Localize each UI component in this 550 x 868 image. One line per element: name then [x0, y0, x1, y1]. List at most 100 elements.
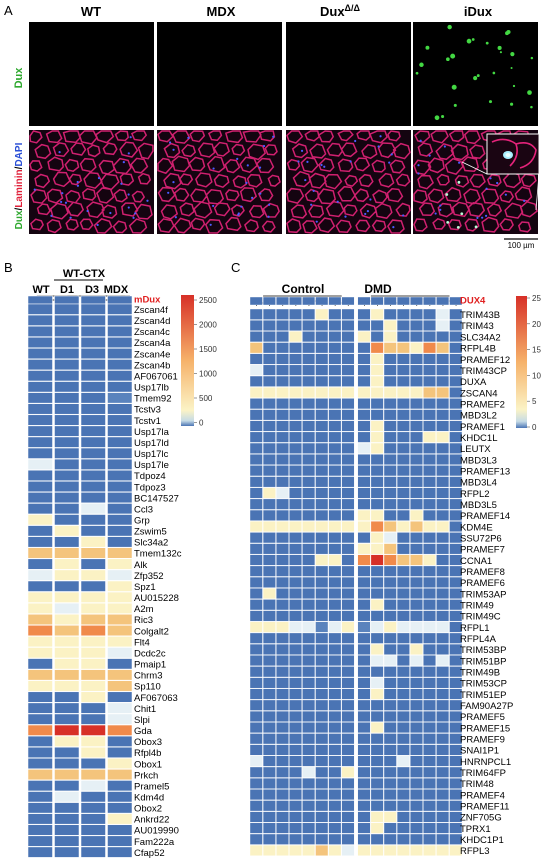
panel-c-heat-cell: [315, 431, 329, 443]
panel-c-heat-cell: [341, 699, 355, 711]
panel-c-heat-cell: [341, 811, 355, 823]
panel-b-gene-label: Chrm3: [134, 671, 163, 682]
dapi-nucleus-dot: [212, 204, 215, 208]
panel-c-heat-cell: [276, 610, 289, 622]
panel-c-heat-cell: [436, 576, 450, 588]
panel-c-heat-cell: [341, 710, 355, 722]
panel-c-heat-cell: [302, 521, 316, 532]
panel-c-heat-cell: [357, 398, 371, 410]
panel-c-heat-cell: [315, 331, 329, 343]
panel-c-heat-cell: [276, 442, 289, 454]
panel-c-gene-label: RFPL4B: [460, 344, 496, 355]
panel-c-heat-cell: [449, 398, 463, 410]
panel-c-heat-cell: [276, 777, 289, 789]
panel-c-heat-cell: [423, 789, 436, 801]
panel-c-letter: C: [231, 260, 240, 275]
panel-c-heat-cell: [383, 699, 397, 711]
dux-nucleus-dot: [446, 57, 450, 62]
panel-c-heat-cell: [396, 655, 410, 667]
panel-b-gene-label: AU015228: [134, 593, 179, 604]
panel-b-gene-label: Prkch: [134, 770, 158, 781]
panel-b-heat-cell: [54, 613, 80, 625]
row-label-part: Laminin: [14, 169, 25, 207]
dux-nucleus-dot: [466, 38, 472, 44]
panel-c-heat-cell: [410, 666, 423, 678]
panel-c-gene-label: RFPL2: [460, 489, 490, 500]
panel-c-heat-cell: [383, 353, 397, 365]
panel-b-heat-cell: [54, 669, 80, 681]
panel-c-heat-cell: [410, 789, 423, 801]
panel-b-heat-cell: [54, 303, 80, 315]
panel-c-heat-cell: [396, 588, 410, 600]
panel-c-heat-cell: [449, 822, 463, 834]
panel-c-heat-cell: [289, 554, 302, 566]
panel-c-colorbar-gradient: [516, 296, 527, 428]
panel-c-heat-cell: [262, 296, 276, 306]
panel-c-heat-cell: [249, 710, 263, 722]
panel-c-heat-cell: [423, 621, 436, 633]
panel-b-heat-cell: [107, 724, 133, 736]
panel-c-heat-cell: [341, 386, 355, 398]
panel-c-heat-cell: [328, 409, 342, 421]
panel-b: B WT-CTX WT D1 D3 MDX mDuxZscan4fZscan4dZsc…: [4, 260, 217, 859]
panel-c-heat-cell: [410, 487, 423, 499]
panel-c-heat-cell: [328, 398, 342, 410]
panel-c-heat-cell: [276, 733, 289, 745]
panel-c-heat-cell: [302, 454, 316, 465]
panel-b-heat-cell: [80, 403, 106, 415]
panel-c-heat-cell: [302, 398, 316, 410]
panel-c-heat-cell: [449, 666, 463, 678]
panel-c-heat-cell: [341, 632, 355, 644]
panel-c-heat-cell: [302, 532, 316, 544]
panel-c-gene-label: RFPL1: [460, 623, 490, 634]
panel-c-heat-cell: [436, 688, 450, 700]
panel-c-heat-cell: [276, 744, 289, 756]
panel-b-heat-cell: [80, 469, 106, 481]
panel-c-heat-cell: [276, 599, 289, 611]
panel-c-heat-cell: [396, 733, 410, 745]
panel-c-heat-cell: [341, 844, 355, 856]
dux-nucleus-dot: [510, 52, 515, 57]
panel-c-heat-cell: [383, 521, 397, 532]
panel-b-gene-label: Ccl3: [134, 504, 153, 515]
dapi-nucleus-dot: [134, 212, 137, 215]
panel-c-heat-cell: [383, 375, 397, 387]
panel-c-heat-cell: [262, 476, 276, 488]
panel-b-heat-cell: [27, 591, 53, 603]
panel-c-heat-cell: [449, 699, 463, 711]
panel-b-heat-cell: [54, 370, 80, 382]
panel-c-heat-cell: [262, 755, 276, 767]
panel-c-heat-cell: [249, 386, 263, 398]
panel-c-heat-cell: [276, 319, 289, 331]
panel-c-heat-cell: [396, 610, 410, 622]
panel-c-heat-cell: [341, 554, 355, 566]
panel-b-heat-cell: [80, 746, 106, 758]
panel-c-heat-cell: [249, 532, 263, 544]
panel-c-heat-cell: [302, 722, 316, 734]
panel-b-heat-cell: [80, 325, 106, 337]
panel-c-heat-cell: [276, 353, 289, 365]
panel-b-heat-cell: [54, 425, 80, 437]
panel-c-heat-cell: [436, 296, 450, 306]
panel-c-heat-cell: [315, 498, 329, 510]
panel-c-heat-cell: [302, 822, 316, 834]
panel-c-heat-cell: [370, 621, 384, 633]
panel-b-gene-label: Zfp352: [134, 571, 164, 582]
panel-c-heat-cell: [449, 744, 463, 756]
panel-b-heat-cell: [27, 713, 53, 725]
panel-b-heat-cell: [107, 348, 133, 360]
panel-c-heat-cell: [289, 688, 302, 700]
panel-b-heat-cell: [80, 691, 106, 703]
panel-c-heat-cell: [249, 364, 263, 376]
panel-b-heat-cell: [27, 791, 53, 803]
panel-b-heat-cell: [54, 314, 80, 326]
panel-c-heat-cell: [289, 766, 302, 778]
panel-c-heat-cell: [357, 554, 371, 566]
panel-c-heat-cell: [410, 532, 423, 544]
dapi-nucleus-dot: [297, 160, 300, 163]
panel-c-heat-cell: [370, 342, 384, 354]
panel-c-heat-cell: [302, 833, 316, 845]
panel-c-heat-cell: [449, 789, 463, 801]
panel-c-heat-cell: [289, 409, 302, 421]
panel-c-gene-label: PRAMEF5: [460, 712, 505, 723]
